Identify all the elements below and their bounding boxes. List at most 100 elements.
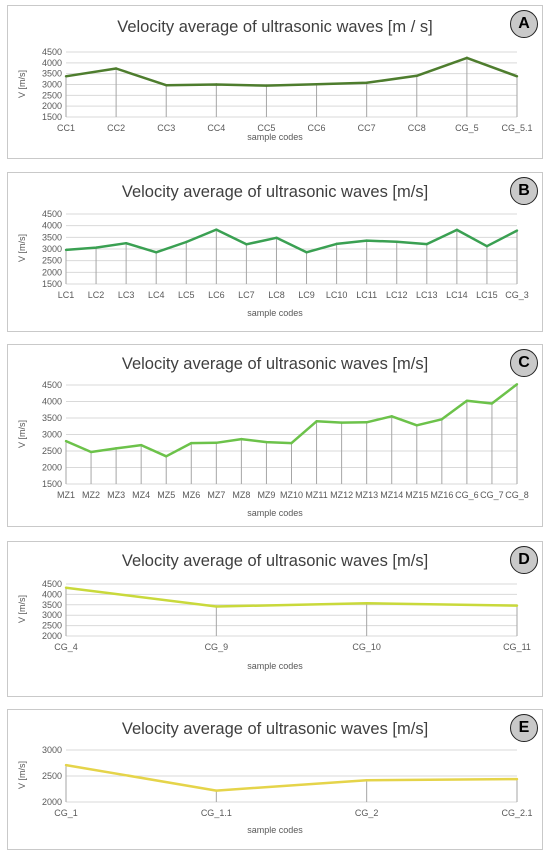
y-tick-label: 2000 [42, 101, 62, 111]
data-point [190, 441, 193, 445]
x-tick-label: CG_1.1 [201, 808, 232, 818]
data-point [415, 424, 418, 427]
x-axis-label: sample codes [247, 308, 303, 318]
x-tick-label: LC7 [238, 290, 255, 300]
chart-title: Velocity average of ultrasonic waves [m … [117, 18, 433, 36]
data-point [215, 441, 218, 444]
data-point [515, 383, 519, 386]
y-tick-label: 2500 [42, 256, 62, 266]
data-point [89, 450, 93, 454]
panel-badge: D [510, 546, 538, 574]
x-tick-label: CG_8 [505, 490, 529, 500]
data-point [315, 420, 318, 423]
y-tick-label: 3500 [42, 232, 62, 242]
data-point [365, 239, 368, 242]
data-point [490, 402, 494, 405]
data-point [64, 586, 68, 589]
data-point [64, 75, 68, 78]
x-tick-label: LC6 [208, 290, 225, 300]
data-point [265, 84, 268, 87]
x-axis-label: sample codes [247, 661, 303, 671]
y-tick-label: 2500 [42, 446, 62, 456]
data-point [265, 440, 268, 444]
y-tick-label: 4500 [42, 209, 62, 219]
data-point [305, 251, 308, 254]
y-tick-label: 3000 [42, 610, 62, 620]
y-tick-label: 3500 [42, 600, 62, 610]
data-point [114, 67, 118, 70]
data-point [165, 83, 168, 87]
data-point [165, 455, 168, 458]
x-tick-label: MZ9 [257, 490, 275, 500]
y-tick-label: 2500 [42, 90, 62, 100]
x-tick-label: LC10 [326, 290, 348, 300]
x-tick-label: MZ16 [430, 490, 453, 500]
panel-badge: B [510, 177, 538, 205]
data-point [365, 602, 368, 605]
data-point [275, 236, 278, 239]
data-point [94, 246, 98, 249]
data-point [215, 228, 218, 231]
x-tick-label: CC1 [57, 123, 75, 133]
x-tick-label: MZ3 [107, 490, 125, 500]
x-tick-label: CG_7 [480, 490, 504, 500]
x-tick-label: CC7 [358, 123, 376, 133]
data-point [114, 447, 118, 450]
chart-panel-c: Velocity average of ultrasonic waves [m/… [7, 344, 543, 527]
data-point [185, 240, 188, 244]
x-tick-label: CG_3 [505, 290, 529, 300]
x-tick-label: MZ2 [82, 490, 100, 500]
chart-title: Velocity average of ultrasonic waves [m/… [121, 720, 429, 738]
x-tick-label: LC4 [148, 290, 165, 300]
x-tick-label: CG_6 [455, 490, 479, 500]
x-tick-label: LC3 [118, 290, 135, 300]
x-tick-label: LC9 [298, 290, 315, 300]
data-point [64, 439, 68, 443]
x-tick-label: CG_5 [455, 123, 479, 133]
data-point [455, 228, 459, 232]
chart-panel-b: Velocity average of ultrasonic waves [m/… [7, 172, 543, 332]
y-tick-label: 2000 [42, 797, 62, 807]
data-point [465, 399, 469, 403]
series-line [65, 56, 518, 87]
x-tick-label: LC2 [88, 290, 105, 300]
x-tick-label: CG_4 [54, 642, 78, 652]
y-tick-label: 4000 [42, 58, 62, 68]
data-point [425, 242, 428, 246]
x-tick-label: CC5 [257, 123, 275, 133]
x-tick-label: MZ6 [182, 490, 200, 500]
y-tick-label: 2000 [42, 463, 62, 473]
data-point [215, 83, 218, 86]
data-point [64, 763, 68, 767]
data-point [139, 443, 143, 447]
y-tick-label: 1500 [42, 479, 62, 489]
x-tick-label: LC8 [268, 290, 285, 300]
panel-badge: A [510, 10, 538, 38]
data-point [64, 248, 68, 252]
data-point [315, 83, 318, 86]
data-point [245, 243, 248, 246]
x-tick-label: CG_2 [355, 808, 379, 818]
panel-badge: E [510, 714, 538, 742]
y-tick-label: 4500 [42, 47, 62, 57]
data-point [465, 56, 469, 60]
y-tick-label: 3000 [42, 745, 62, 755]
x-tick-label: LC12 [386, 290, 408, 300]
chart-plot: 2000 2500 3000 CG_1 CG_1.1 CG_2 CG_2.1 [42, 745, 533, 818]
data-point [365, 81, 368, 84]
data-point [415, 74, 418, 78]
y-tick-label: 4000 [42, 221, 62, 231]
data-point [515, 604, 519, 607]
x-axis-label: sample codes [247, 825, 303, 835]
series-line [65, 586, 518, 608]
data-point [365, 421, 368, 424]
y-tick-label: 4000 [42, 589, 62, 599]
x-tick-label: MZ8 [232, 490, 250, 500]
y-tick-label: 3500 [42, 413, 62, 423]
x-tick-label: CC6 [308, 123, 326, 133]
data-point [365, 778, 368, 782]
data-point [240, 437, 243, 441]
x-tick-label: LC5 [178, 290, 195, 300]
y-tick-label: 3500 [42, 69, 62, 79]
